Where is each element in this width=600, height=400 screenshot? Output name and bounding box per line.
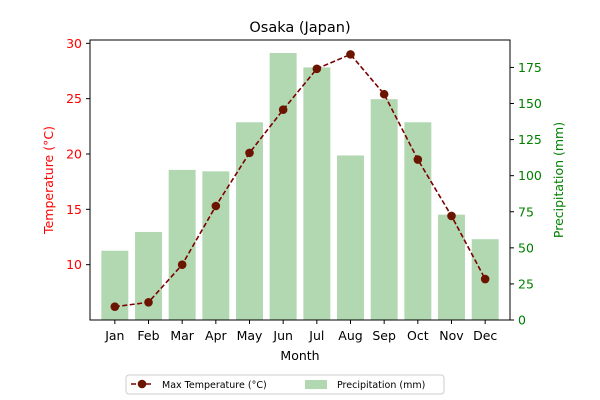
temperature-line [110, 50, 490, 312]
x-tick-label-jan: Jan [104, 328, 124, 343]
temperature-point-jan [110, 302, 120, 312]
temperature-point-may [245, 148, 254, 158]
x-tick-label-dec: Dec [473, 328, 497, 343]
legend-temperature-key [131, 379, 153, 389]
x-tick-label-nov: Nov [439, 328, 464, 343]
temperature-point-jun [278, 105, 288, 115]
precipitation-bar-apr [202, 171, 230, 320]
temperature-point-apr [211, 201, 221, 211]
temperature-point-feb [144, 297, 153, 307]
legend-temperature-key-marker [137, 379, 147, 389]
precipitation-bar-feb [135, 231, 162, 320]
temperature-point-oct [413, 155, 423, 164]
x-tick-label-jul: Jul [308, 328, 324, 343]
temperature-point-nov [447, 211, 456, 221]
legend-frame [125, 374, 445, 395]
y-right-tick-label-100: 100 [518, 168, 542, 183]
precipitation-bar-sep [370, 99, 398, 320]
precipitation-bar-oct [404, 122, 432, 321]
temperature-point-sep [379, 89, 389, 99]
y-right-tick-label-125: 125 [518, 132, 542, 147]
temperature-line-path [114, 53, 486, 308]
chart-title: Osaka (Japan) [249, 20, 350, 36]
legend-temperature-label: Max Temperature (°C) [162, 380, 267, 391]
legend: Max Temperature (°C) Precipitation (mm) [125, 374, 445, 395]
y-right-tick-label-25: 25 [518, 276, 534, 291]
x-tick-label-feb: Feb [137, 328, 159, 343]
y-left-tick-label-25: 25 [66, 91, 82, 106]
temperature-point-dec [480, 274, 490, 284]
precipitation-bar-jul [303, 67, 331, 320]
y-right-tick-label-0: 0 [518, 313, 526, 328]
x-axis: Jan Feb Mar Apr May Jun Jul Aug Sep Oct Nov Dec [104, 320, 497, 343]
y-left-tick-label-15: 15 [66, 202, 82, 217]
y-right-tick-label-175: 175 [518, 60, 542, 75]
precipitation-bar-mar [168, 169, 196, 320]
y-axis-left: 10 15 20 25 30 [66, 36, 90, 272]
legend-precipitation-label: Precipitation (mm) [337, 380, 425, 391]
temperature-point-aug [346, 50, 355, 59]
x-axis-label: Month [280, 348, 319, 363]
y-axis-right-label: Precipitation (mm) [551, 122, 566, 238]
y-left-tick-label-10: 10 [66, 257, 82, 272]
x-tick-label-aug: Aug [338, 328, 362, 343]
precipitation-bar-nov [438, 214, 465, 320]
x-tick-label-apr: Apr [205, 328, 227, 343]
temperature-point-jul [312, 64, 322, 74]
legend-precipitation-key [305, 380, 327, 389]
y-axis-right: 0 25 50 75 100 125 150 175 [510, 60, 542, 328]
x-tick-label-may: May [237, 328, 263, 343]
y-right-tick-label-50: 50 [518, 240, 534, 255]
y-right-tick-label-75: 75 [518, 204, 534, 219]
x-tick-label-sep: Sep [372, 328, 396, 343]
precipitation-bar-jun [269, 52, 297, 321]
y-right-tick-label-150: 150 [518, 96, 542, 111]
plot-frame [89, 39, 511, 321]
x-tick-label-jun: Jun [272, 328, 293, 343]
y-left-tick-label-30: 30 [66, 36, 82, 51]
y-left-tick-label-20: 20 [66, 146, 82, 161]
precipitation-bars [101, 52, 499, 321]
x-tick-label-mar: Mar [170, 328, 194, 343]
temperature-point-mar [177, 260, 187, 269]
x-tick-label-oct: Oct [407, 328, 429, 343]
precipitation-bar-aug [337, 155, 364, 320]
y-axis-left-label: Temperature (°C) [41, 126, 56, 235]
